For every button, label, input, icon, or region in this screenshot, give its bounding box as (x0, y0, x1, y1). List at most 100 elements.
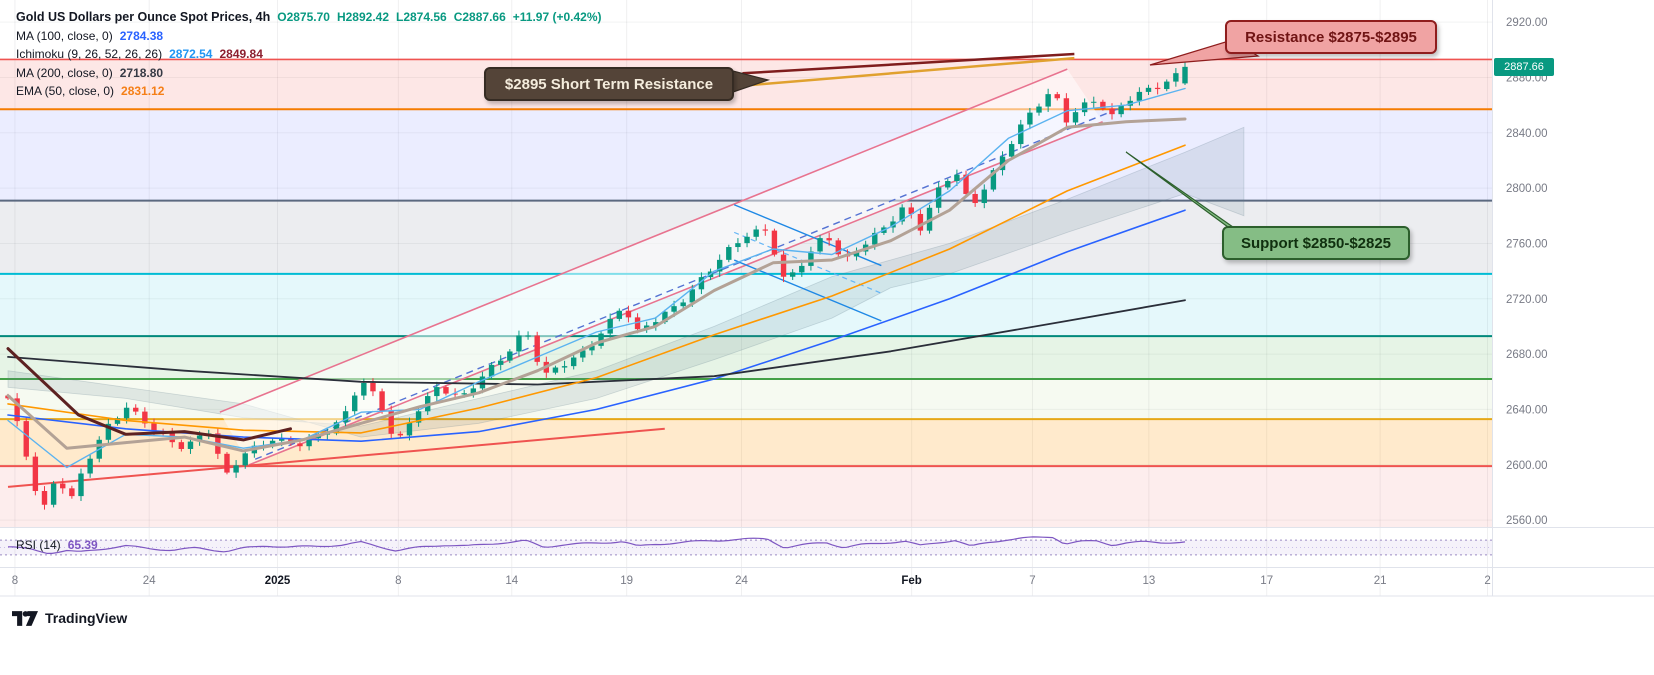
candle-body (333, 422, 340, 434)
ema50-label[interactable]: EMA (50, close, 0) (16, 84, 115, 99)
ichimoku-label[interactable]: Ichimoku (9, 26, 52, 26, 26) (16, 47, 163, 62)
candle-body (771, 230, 778, 255)
candle-body (634, 317, 641, 330)
candle-body (470, 388, 477, 394)
candle-body (370, 383, 376, 392)
candle-body (178, 442, 185, 449)
candle-body (78, 473, 84, 497)
price-zone (0, 109, 1492, 201)
ma100-label[interactable]: MA (100, close, 0) (16, 28, 113, 43)
time-axis-label: 14 (505, 575, 518, 587)
candle-body (954, 174, 960, 181)
candle-body (945, 180, 951, 188)
trend-channel-fill (219, 69, 1103, 465)
candle-body (607, 318, 613, 334)
price-zone (0, 466, 1492, 527)
candle-body (744, 236, 750, 244)
price-axis-label: 2560.00 (1506, 515, 1548, 527)
ema50-value: 2831.12 (121, 84, 165, 99)
candle-body (14, 398, 20, 422)
ma200-label[interactable]: MA (200, close, 0) (16, 65, 113, 80)
candle-body (488, 364, 495, 377)
price-axis-label: 2760.00 (1506, 238, 1548, 250)
candle-body (1118, 105, 1124, 115)
candle-body (990, 170, 997, 190)
candle-body (671, 306, 677, 312)
indicator-row-ema50: EMA (50, close, 0) 2831.12 (16, 82, 602, 101)
indicator-row-ma100: MA (100, close, 0) 2784.38 (16, 27, 602, 46)
candle-body (981, 189, 987, 204)
tradingview-logo[interactable]: TradingView (12, 610, 127, 626)
candle-body (917, 213, 924, 231)
candle-body (1081, 102, 1088, 113)
price-axis-label: 2800.00 (1506, 183, 1548, 195)
price-axis-label: 2840.00 (1506, 128, 1548, 140)
candle-body (1164, 81, 1170, 90)
annotation-support-zone[interactable]: Support $2850-$2825 (1222, 226, 1410, 260)
candle-body (479, 376, 486, 389)
candle-body (662, 311, 668, 323)
overlay-ichimoku-chikou[interactable] (6, 347, 292, 442)
indicator-row-ichimoku: Ichimoku (9, 26, 52, 26, 26) 2872.54 284… (16, 45, 602, 64)
time-axis-label: 17 (1260, 575, 1273, 587)
candle-body (507, 351, 513, 361)
candle-body (817, 238, 823, 252)
time-axis-label: 2025 (265, 575, 291, 587)
ichimoku-cloud (7, 126, 1245, 438)
price-zone (0, 273, 1492, 337)
candle-body (60, 483, 66, 489)
candle-body (151, 423, 157, 432)
trendline[interactable] (7, 427, 665, 488)
time-axis-label: 24 (735, 575, 748, 587)
symbol-title[interactable]: Gold US Dollars per Ounce Spot Prices, 4… (16, 10, 271, 25)
tradingview-logo-text: TradingView (45, 610, 128, 626)
candle-body (1109, 108, 1115, 115)
candle-body (1100, 101, 1106, 109)
rsi-value: 65.39 (67, 538, 98, 552)
candle-body (753, 229, 759, 237)
trendline[interactable] (742, 56, 1075, 88)
candle-body (835, 240, 841, 255)
candle-body (388, 410, 394, 434)
time-axis-label: 13 (1142, 575, 1155, 587)
candle-body (1182, 66, 1188, 84)
high-value: H2892.42 (336, 10, 389, 25)
candle-body (899, 207, 905, 222)
candle-body (23, 421, 29, 457)
candle-body (589, 345, 595, 351)
ichimoku-value-1: 2872.54 (169, 47, 213, 62)
rsi-band (0, 540, 1492, 555)
candle-body (187, 441, 194, 449)
overlay-ema-50[interactable] (7, 144, 1186, 434)
rsi-label[interactable]: RSI (14) (16, 538, 61, 552)
last-price-badge: 2887.66 (1494, 58, 1554, 76)
candle-body (224, 453, 230, 473)
candle-body (963, 174, 969, 194)
candle-body (1018, 124, 1024, 145)
candle-body (808, 251, 814, 266)
candle-body (50, 483, 57, 505)
candle-body (762, 229, 768, 231)
annotation-short-term-resistance[interactable]: $2895 Short Term Resistance (484, 67, 734, 101)
overlay-ichimoku-kijun[interactable] (6, 117, 1187, 453)
candle-body (452, 393, 458, 395)
candle-body (233, 465, 239, 473)
time-axis-label: 8 (12, 575, 18, 587)
candle-body (561, 366, 568, 368)
candle-body (999, 156, 1006, 171)
trendline[interactable] (742, 52, 1075, 75)
candle-body (105, 423, 112, 440)
candle-body (1036, 106, 1042, 113)
candle-body (142, 411, 148, 424)
candle-body (415, 411, 422, 423)
candle-body (1154, 87, 1161, 90)
price-axis-label: 2920.00 (1506, 17, 1548, 29)
candle-body (87, 458, 93, 474)
annotation-resistance-zone[interactable]: Resistance $2875-$2895 (1225, 20, 1437, 54)
candle-body (269, 440, 276, 446)
candle-body (342, 411, 349, 423)
candle-body (69, 488, 75, 497)
overlay-ma-200[interactable] (7, 299, 1186, 386)
trend-channel-upper[interactable] (219, 68, 1068, 413)
